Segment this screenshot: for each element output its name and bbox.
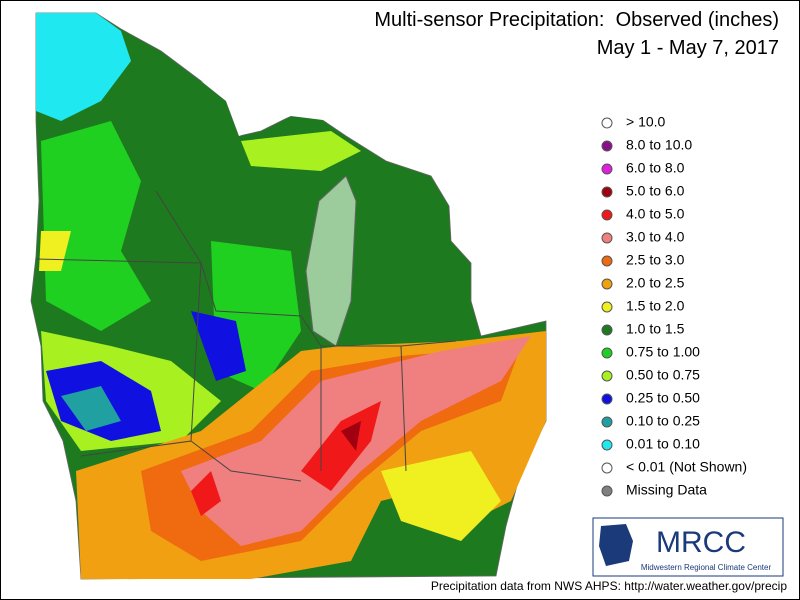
legend-swatch xyxy=(601,209,613,221)
state-borders xyxy=(35,190,457,482)
precip-patch xyxy=(241,131,361,171)
legend-swatch xyxy=(601,232,613,244)
legend: > 10.0 8.0 to 10.0 6.0 to 8.0 5.0 to 6.0 4.0… xyxy=(601,114,747,498)
legend-label: 8.0 to 10.0 xyxy=(626,137,692,153)
legend-swatch xyxy=(601,485,613,497)
legend-label: 0.75 to 1.00 xyxy=(626,344,700,360)
legend-swatch xyxy=(601,278,613,290)
legend-label: 1.0 to 1.5 xyxy=(626,321,685,337)
legend-label: 0.50 to 0.75 xyxy=(626,367,700,383)
legend-swatch xyxy=(601,347,613,359)
precip-patch xyxy=(41,121,151,331)
legend-swatch xyxy=(601,163,613,175)
legend-label: 2.0 to 2.5 xyxy=(626,275,685,291)
precip-patch xyxy=(381,451,501,541)
legend-swatch xyxy=(601,117,613,129)
legend-label: 0.25 to 0.50 xyxy=(626,390,700,406)
legend-swatch xyxy=(601,140,613,152)
lake xyxy=(305,175,357,347)
precip-patch xyxy=(341,421,361,451)
legend-label: 5.0 to 6.0 xyxy=(626,183,685,199)
precip-patch xyxy=(36,13,131,121)
legend-label: 6.0 to 8.0 xyxy=(626,160,685,176)
lake xyxy=(201,81,341,136)
legend-swatch xyxy=(601,370,613,382)
legend-swatch xyxy=(601,462,613,474)
legend-label: Missing Data xyxy=(626,482,707,498)
legend-swatch xyxy=(601,393,613,405)
legend-label: 1.5 to 2.0 xyxy=(626,298,685,314)
precip-patch xyxy=(191,471,221,516)
legend-label: < 0.01 (Not Shown) xyxy=(626,459,747,475)
legend-label: 0.10 to 0.25 xyxy=(626,413,700,429)
legend-swatch xyxy=(601,255,613,267)
legend-label: 3.0 to 4.0 xyxy=(626,229,685,245)
precip-patch xyxy=(191,311,246,381)
logo: MRCC Midwestern Regional Climate Center xyxy=(592,517,784,577)
subtitle: May 1 - May 7, 2017 xyxy=(596,37,779,59)
precip-patch xyxy=(61,386,121,431)
logo-full-name: Midwestern Regional Climate Center xyxy=(641,563,772,572)
legend-swatch xyxy=(601,186,613,198)
legend-swatch xyxy=(601,439,613,451)
logo-icon xyxy=(599,524,633,566)
title: Multi-sensor Precipitation: Observed (in… xyxy=(374,9,779,31)
legend-label: 4.0 to 5.0 xyxy=(626,206,685,222)
legend-label: 0.01 to 0.10 xyxy=(626,436,700,452)
logo-name: MRCC xyxy=(656,526,746,559)
precip-patch xyxy=(39,231,71,271)
legend-swatch xyxy=(601,416,613,428)
legend-swatch xyxy=(601,301,613,313)
legend-swatch xyxy=(601,324,613,336)
legend-label: 2.5 to 3.0 xyxy=(626,252,685,268)
footer: Precipitation data from NWS AHPS: http:/… xyxy=(430,579,787,593)
legend-label: > 10.0 xyxy=(626,114,666,130)
